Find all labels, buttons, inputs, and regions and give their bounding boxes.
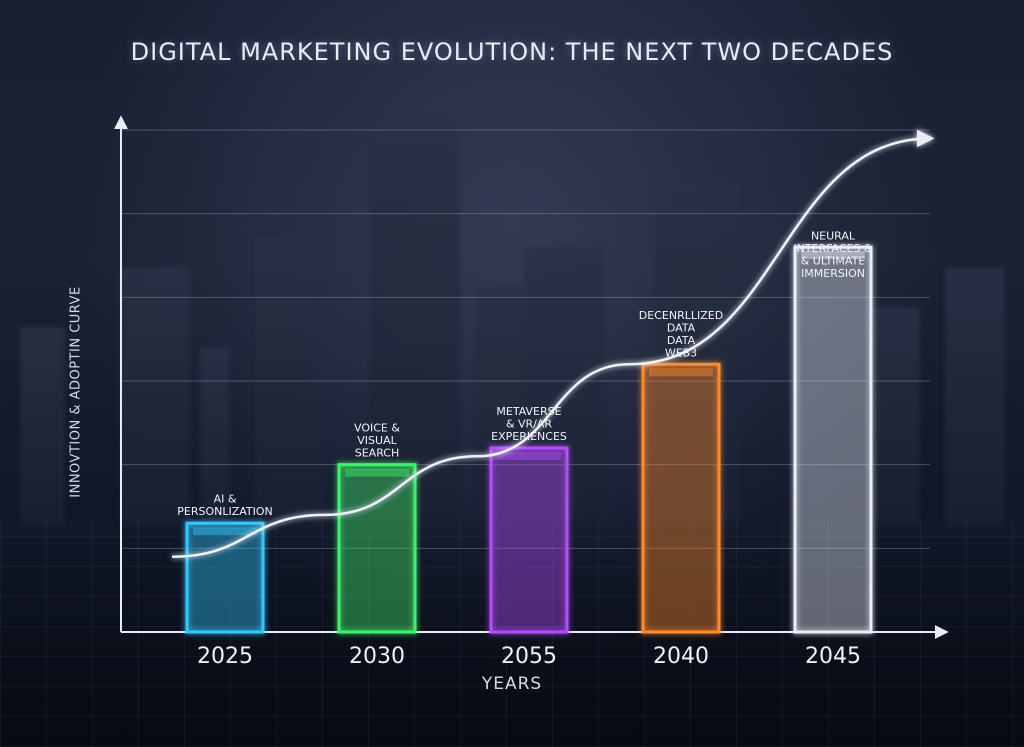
x-tick-2055: 2055 [501, 644, 557, 669]
bar-top-2055 [497, 451, 561, 460]
bar-label: SEARCH [355, 447, 400, 460]
bar-label: IMMERSION [801, 267, 865, 280]
bar-2025 [185, 521, 265, 634]
bar-label: EXPERIENCES [491, 430, 567, 443]
y-axis-label: INNOVTION & ADOPTIN CURVE [68, 286, 84, 498]
bar-label: & ULTIMATE [801, 255, 866, 268]
bar-top-2040 [649, 368, 713, 377]
building [20, 327, 65, 527]
bar-label: WEB3 [665, 346, 697, 359]
bar-label: & VR/AR [506, 417, 552, 430]
building [200, 347, 230, 527]
bar-2030 [337, 463, 417, 634]
bar-label: INTERFACES & [793, 242, 873, 255]
trend-line [171, 129, 935, 558]
bars [185, 245, 873, 634]
x-tick-2040: 2040 [653, 644, 709, 669]
bar-label: DATA [667, 334, 696, 347]
bar-top-2030 [345, 468, 409, 477]
bar-label: AI & [214, 493, 237, 506]
building [870, 307, 920, 527]
bar-top-2045 [801, 251, 865, 260]
x-tick-labels: 2025 2030 2055 2040 2045 [197, 644, 861, 669]
x-tick-2045: 2045 [805, 644, 861, 669]
chart-title: DIGITAL MARKETING EVOLUTION: THE NEXT TW… [130, 38, 894, 66]
x-axis-label: YEARS [481, 674, 543, 694]
bar-label: PERSONLIZATION [177, 505, 273, 518]
bar-2055 [489, 446, 569, 634]
x-tick-2025: 2025 [197, 644, 253, 669]
bar-top-2025 [193, 527, 257, 536]
building [120, 267, 190, 527]
bar-label: DECENRLLIZED [639, 309, 723, 322]
bar-label: VOICE & [354, 422, 400, 435]
bar-label: DATA [667, 321, 696, 334]
bar-label: NEURAL [811, 230, 856, 243]
bar-2040 [641, 362, 721, 634]
building [945, 267, 1005, 527]
building [255, 237, 325, 527]
bar-label: VISUAL [357, 434, 397, 447]
bar-2045 [793, 245, 873, 634]
bar-label: METAVERSE [496, 405, 561, 418]
trend-curve [171, 129, 935, 558]
building [370, 117, 460, 527]
x-tick-2030: 2030 [349, 644, 405, 669]
